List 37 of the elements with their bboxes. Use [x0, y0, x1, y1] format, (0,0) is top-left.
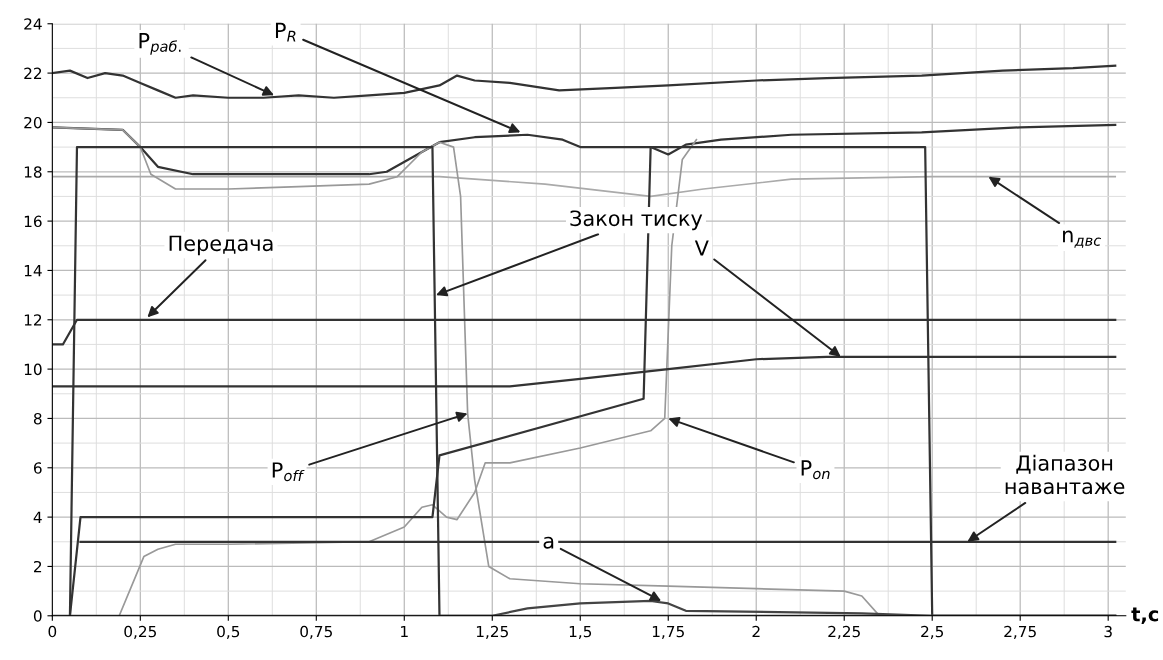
x-tick-label: 2 [752, 625, 760, 638]
x-axis-title: t,c [1131, 607, 1159, 624]
x-tick-label: 1,25 [476, 625, 508, 639]
y-tick-label: 4 [33, 511, 42, 523]
y-tick-label: 2 [34, 560, 42, 573]
y-tick-label: 12 [24, 314, 42, 326]
annotation: Діапазон навантаже [1005, 454, 1125, 495]
x-tick-label: 2,5 [921, 625, 944, 639]
y-tick-label: 16 [24, 215, 42, 228]
x-tick-label: 2,25 [828, 625, 860, 639]
annotation: V [694, 240, 709, 256]
x-tick-label: 2,75 [1004, 625, 1036, 639]
annotation: n$_{двс}$ [1063, 230, 1102, 248]
x-tick-label: 1,75 [652, 625, 684, 639]
y-tick-label: 14 [24, 265, 42, 277]
annotation: Закон тиску [570, 210, 703, 231]
x-tick-label: 0,25 [124, 625, 156, 639]
annotation: P$_{on}$ [801, 460, 830, 480]
y-tick-label: 18 [24, 166, 42, 178]
y-tick-label: 10 [24, 363, 42, 376]
y-tick-label: 6 [33, 462, 42, 474]
y-tick-label: 20 [24, 116, 42, 129]
annotation: Передача [169, 235, 273, 256]
x-tick-label: 1,5 [569, 625, 592, 639]
annotation: P$_{раб.}$ [139, 33, 181, 55]
x-tick-label: 3 [1104, 625, 1112, 638]
y-tick-label: 24 [24, 18, 42, 30]
x-tick-label: 0,5 [217, 625, 240, 639]
x-tick-label: 1 [401, 625, 408, 638]
x-tick-label: 0,75 [300, 625, 332, 639]
y-tick-label: 0 [33, 610, 42, 622]
x-tick-label: 0 [48, 625, 57, 638]
annotation: a [543, 536, 554, 549]
y-tick-label: 8 [33, 412, 42, 425]
annotation: P$_{R}$ [275, 22, 296, 42]
annotation: P$_{off}$ [272, 462, 305, 482]
y-tick-label: 22 [24, 67, 42, 79]
